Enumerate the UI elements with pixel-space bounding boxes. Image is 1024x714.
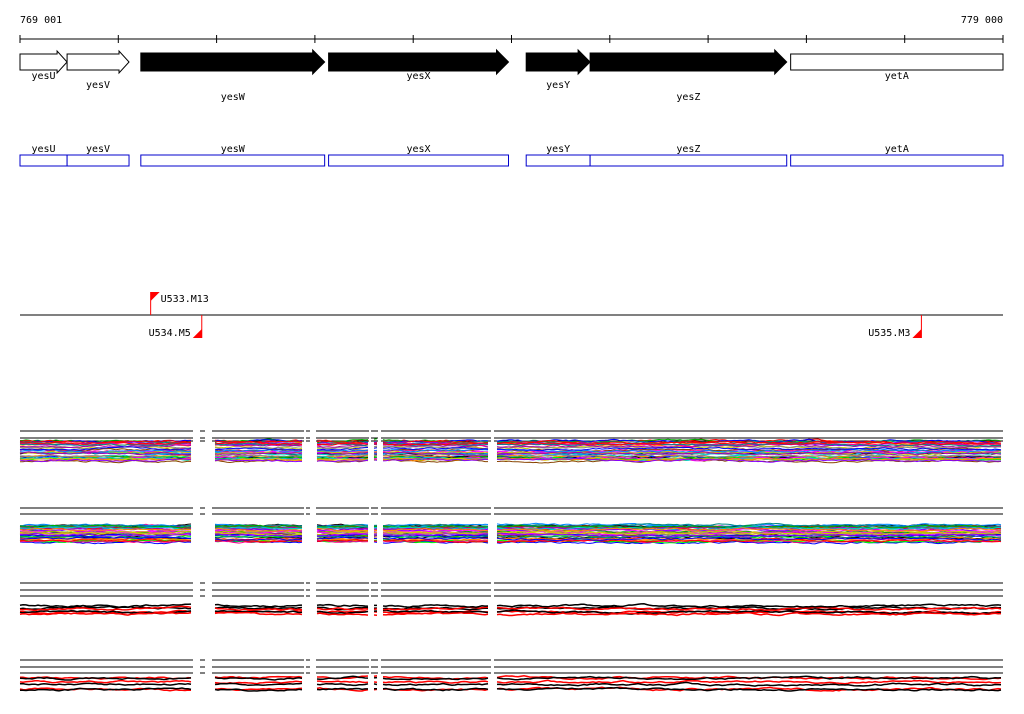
signal-track-2 xyxy=(19,506,1003,545)
gene-box-label: yesZ xyxy=(676,144,700,155)
gene-box-yesV[interactable] xyxy=(66,154,130,167)
gene-arrow-yetA[interactable] xyxy=(790,53,1004,71)
track-gap xyxy=(193,581,200,622)
gene-arrow-label: yesX xyxy=(407,71,431,82)
track-gap xyxy=(369,506,371,545)
track-gap xyxy=(205,506,212,545)
gene-box-yesZ[interactable] xyxy=(589,154,788,167)
track-gap xyxy=(205,581,212,622)
signal-series xyxy=(19,443,1001,449)
signal-series xyxy=(19,605,1002,612)
gene-box-track: yesU yesV yesW yesX yesY yesZ yetA xyxy=(19,144,1004,167)
signal-tracks xyxy=(19,428,1003,694)
gene-box-yesW[interactable] xyxy=(140,154,326,167)
signal-series xyxy=(19,522,1002,528)
track-gap xyxy=(491,506,494,545)
signal-series xyxy=(19,532,1002,538)
track-gap xyxy=(369,428,371,468)
signal-series xyxy=(19,603,1002,608)
marker-flag-U533.M13[interactable] xyxy=(150,292,160,301)
track-gap xyxy=(378,506,381,545)
signal-track-3 xyxy=(19,581,1003,622)
signal-series xyxy=(19,675,1002,681)
gene-arrow-track: yesU yesV yesW yesX yesY yesZ yetA xyxy=(19,48,1004,103)
signal-series xyxy=(19,679,1002,685)
track-gap xyxy=(304,428,306,468)
track-gap xyxy=(310,506,316,545)
gene-box-label: yesV xyxy=(86,144,110,155)
track-gap xyxy=(378,428,381,468)
track-gap xyxy=(378,581,381,622)
gene-box-label: yesY xyxy=(546,144,570,155)
gene-arrow-label: yesW xyxy=(221,92,246,103)
marker-label: U533.M13 xyxy=(161,294,209,305)
signal-series xyxy=(19,448,1002,454)
marker-flag-U534.M5[interactable] xyxy=(192,329,202,338)
signal-series xyxy=(19,527,1002,532)
gene-arrow-yesW[interactable] xyxy=(140,48,326,76)
track-gap xyxy=(304,658,306,694)
track-gap xyxy=(304,506,306,545)
marker-label: U534.M5 xyxy=(149,328,191,339)
signal-series xyxy=(19,538,1002,544)
gene-arrow-label: yesU xyxy=(31,71,55,82)
gene-box-yesY[interactable] xyxy=(525,154,591,167)
track-gap xyxy=(491,428,494,468)
gene-box-label: yesW xyxy=(221,144,246,155)
coordinate-axis: 769 001 779 000 xyxy=(19,15,1004,43)
signal-series xyxy=(19,681,1002,687)
signal-series xyxy=(19,526,1002,531)
gene-arrow-yesY[interactable] xyxy=(525,48,591,76)
marker-flag-U535.M3[interactable] xyxy=(912,329,922,338)
gene-box-yesX[interactable] xyxy=(328,154,510,167)
track-gap xyxy=(205,658,212,694)
signal-series xyxy=(20,453,1002,458)
signal-series xyxy=(19,609,1002,615)
marker-label: U535.M3 xyxy=(868,328,910,339)
track-gap xyxy=(369,658,371,694)
gene-arrow-yesV[interactable] xyxy=(66,49,130,75)
axis-end-label: 779 000 xyxy=(961,15,1003,26)
signal-series xyxy=(19,611,1002,617)
gene-arrow-label: yesV xyxy=(86,80,110,91)
signal-series xyxy=(19,457,1001,463)
track-gap xyxy=(378,658,381,694)
axis-ticks xyxy=(19,35,1004,43)
track-gap xyxy=(193,428,200,468)
gene-arrow-yesU[interactable] xyxy=(19,49,68,75)
gene-box-yetA[interactable] xyxy=(790,154,1004,167)
gene-arrow-yesX[interactable] xyxy=(328,48,510,76)
signal-series xyxy=(20,441,1002,446)
signal-track-4 xyxy=(19,658,1003,694)
gene-arrow-label: yetA xyxy=(885,71,909,82)
track-gap xyxy=(310,428,316,468)
signal-series xyxy=(19,530,1002,536)
track-gap xyxy=(193,506,200,545)
gene-arrow-label: yesY xyxy=(546,80,570,91)
gene-box-label: yesU xyxy=(31,144,55,155)
track-gap xyxy=(369,581,371,622)
signal-series xyxy=(19,446,1002,452)
gene-arrow-label: yesZ xyxy=(676,92,700,103)
gene-box-label: yesX xyxy=(407,144,431,155)
track-gap xyxy=(491,658,494,694)
track-gap xyxy=(205,428,212,468)
axis-start-label: 769 001 xyxy=(20,15,62,26)
gene-arrow-yesZ[interactable] xyxy=(589,48,788,76)
signal-track-1 xyxy=(19,428,1003,468)
track-gap xyxy=(491,581,494,622)
track-gap xyxy=(304,581,306,622)
signal-series xyxy=(19,536,1002,542)
gene-box-yesU[interactable] xyxy=(19,154,68,167)
signal-series xyxy=(20,686,1002,692)
signal-series xyxy=(19,451,1002,456)
track-gap xyxy=(310,658,316,694)
signal-series xyxy=(20,524,1002,529)
marker-track: U533.M13 U534.M5 U535.M3 xyxy=(20,292,1003,339)
track-gap xyxy=(310,581,316,622)
track-gap xyxy=(193,658,200,694)
gene-box-label: yetA xyxy=(885,144,909,155)
